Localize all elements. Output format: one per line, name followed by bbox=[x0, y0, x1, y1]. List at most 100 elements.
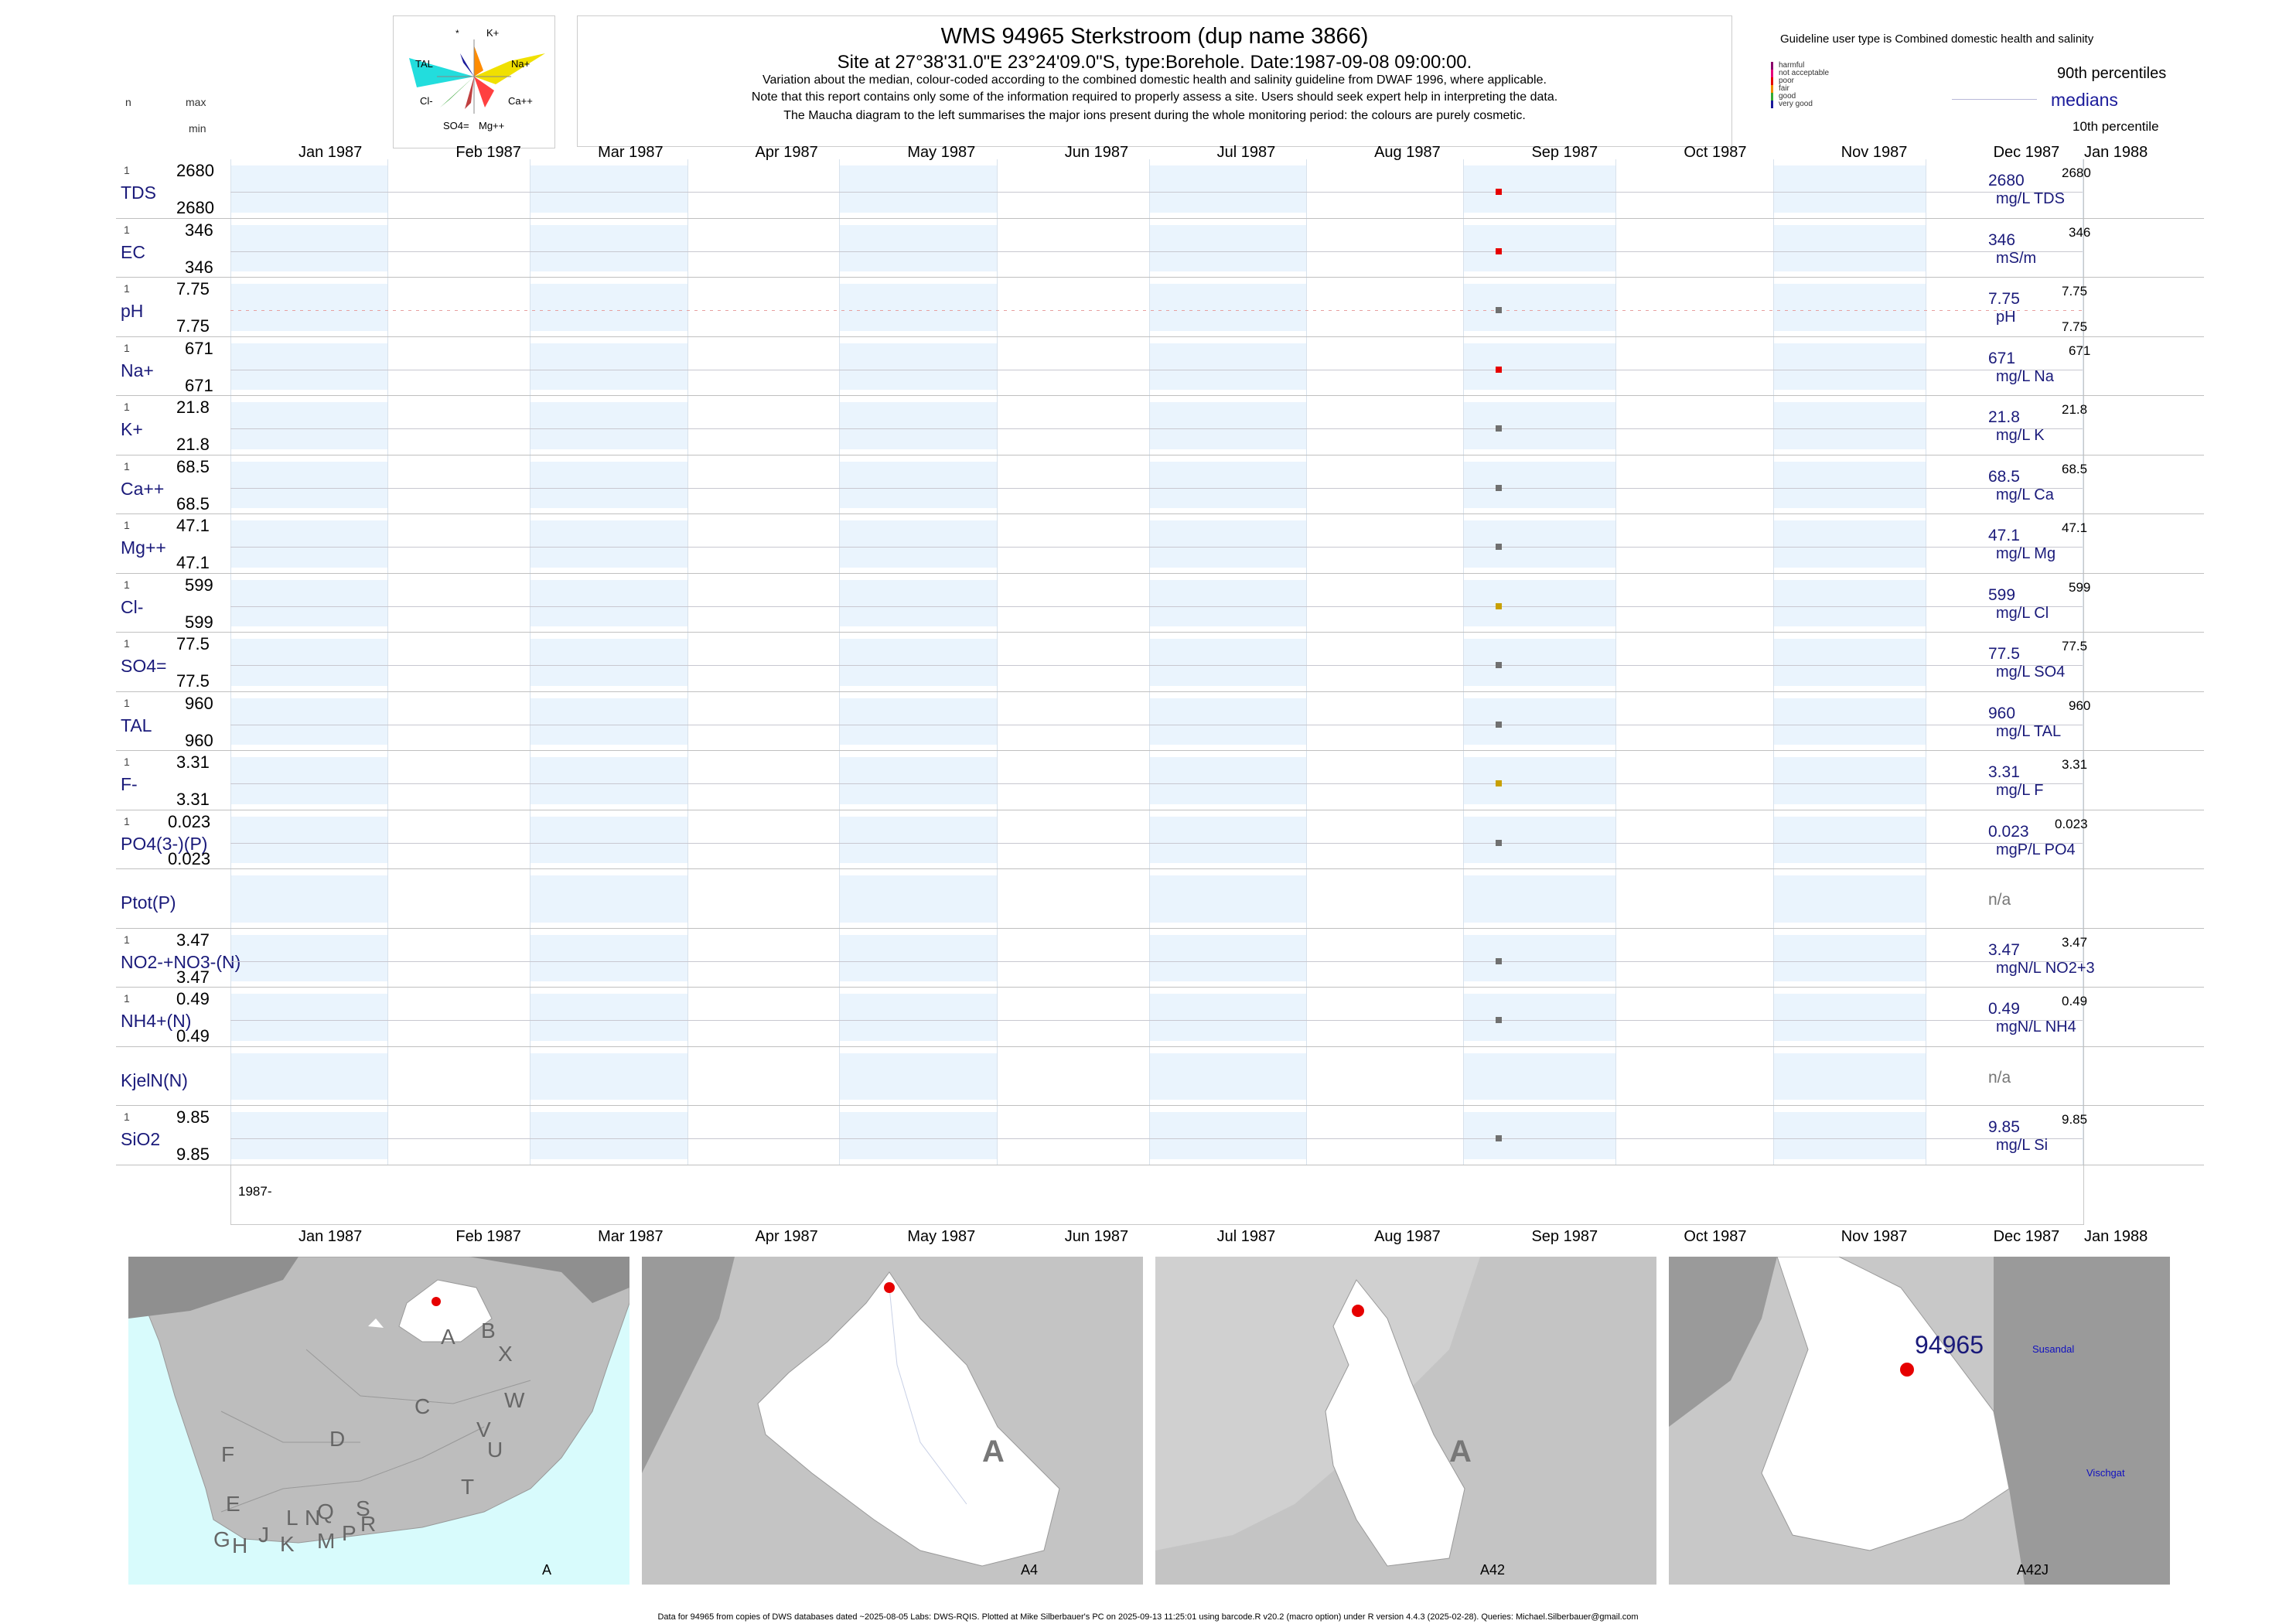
map4-caption: A42J bbox=[2017, 1562, 2049, 1578]
month-band bbox=[230, 165, 388, 213]
map1-region-label: N bbox=[305, 1506, 321, 1530]
unit-label: mg/L Na bbox=[1996, 367, 2054, 385]
min-value: 960 bbox=[185, 730, 213, 750]
month-band bbox=[1772, 875, 1926, 923]
map1-region-label: V bbox=[476, 1418, 491, 1441]
month-band bbox=[530, 461, 687, 508]
sample-point bbox=[1496, 247, 1503, 254]
row-separator bbox=[116, 868, 2204, 869]
map1-region-label: J bbox=[258, 1523, 269, 1547]
median-value: 3.31 bbox=[1988, 763, 2020, 781]
median-line bbox=[230, 842, 2083, 844]
max-value: 2680 bbox=[176, 161, 214, 180]
month-band bbox=[1772, 579, 1926, 626]
median-value: 7.75 bbox=[1988, 290, 2020, 308]
median-value: 2680 bbox=[1988, 172, 2025, 189]
guideline-swatch bbox=[1771, 93, 1773, 101]
median-value: 599 bbox=[1988, 585, 2016, 604]
month-gridline bbox=[996, 159, 998, 1165]
month-band bbox=[1463, 1053, 1616, 1100]
n-value: 1 bbox=[124, 519, 130, 531]
map1-region-label: D bbox=[329, 1427, 346, 1451]
row-separator bbox=[116, 1105, 2204, 1106]
min-value: 671 bbox=[185, 375, 213, 395]
unit-label: mg/L TAL bbox=[1996, 722, 2062, 740]
note-line-1: Variation about the median, colour-coded… bbox=[762, 73, 1547, 87]
month-band bbox=[230, 816, 388, 863]
median-line bbox=[230, 665, 2083, 666]
month-band bbox=[1463, 934, 1616, 981]
row-separator bbox=[116, 572, 2204, 574]
min-value: 0.49 bbox=[176, 1026, 210, 1046]
month-band bbox=[230, 520, 388, 568]
month-band bbox=[530, 343, 687, 390]
month-gridline bbox=[1306, 159, 1308, 1165]
median-value: n/a bbox=[1988, 1068, 2011, 1087]
x-tick-label: Jan 1988 bbox=[2084, 1228, 2148, 1245]
month-band bbox=[839, 934, 997, 981]
x-tick-label: Nov 1987 bbox=[1841, 144, 1908, 161]
month-band bbox=[1772, 698, 1926, 745]
month-band bbox=[530, 402, 687, 449]
row-separator bbox=[116, 1046, 2204, 1047]
guideline-level-label: good bbox=[1779, 92, 1796, 101]
guideline-level-label: not acceptable bbox=[1779, 69, 1830, 77]
median-value: 3.47 bbox=[1988, 940, 2020, 959]
month-band bbox=[530, 698, 687, 745]
guideline-title: Guideline user type is Combined domestic… bbox=[1780, 32, 2094, 46]
month-band bbox=[230, 343, 388, 390]
footer-credits: Data for 94965 from copies of DWS databa… bbox=[657, 1612, 1639, 1622]
x-tick-label: Jul 1987 bbox=[1216, 1228, 1276, 1245]
title-box: WMS 94965 Sterkstroom (dup name 3866) Si… bbox=[577, 15, 1732, 147]
month-gridline bbox=[530, 159, 531, 1165]
month-band bbox=[839, 579, 997, 626]
parameter-label: SO4= bbox=[121, 656, 167, 676]
max-column-label: max bbox=[186, 96, 206, 108]
n-value: 1 bbox=[124, 696, 130, 709]
month-band bbox=[530, 757, 687, 804]
row-separator bbox=[116, 513, 2204, 514]
min-value: 68.5 bbox=[176, 493, 210, 513]
month-band bbox=[1148, 757, 1307, 804]
month-band bbox=[1148, 224, 1307, 271]
p90-value: 3.31 bbox=[2062, 757, 2088, 772]
month-band bbox=[530, 934, 687, 981]
x-tick-label: Oct 1987 bbox=[1684, 1228, 1747, 1245]
month-band bbox=[839, 1112, 997, 1159]
sample-point bbox=[1496, 307, 1503, 313]
map1-region-label: R bbox=[360, 1512, 377, 1536]
x-tick-label: Jun 1987 bbox=[1064, 1228, 1129, 1245]
n-value: 1 bbox=[124, 814, 130, 827]
parameter-label: NO2-+NO3-(N) bbox=[121, 951, 241, 972]
maucha-label: Ca++ bbox=[508, 95, 533, 107]
max-value: 0.49 bbox=[176, 989, 210, 1008]
median-line bbox=[230, 1138, 2083, 1139]
month-band bbox=[1463, 875, 1616, 923]
min-value: 599 bbox=[185, 612, 213, 632]
min-value: 2680 bbox=[176, 198, 214, 217]
median-line bbox=[230, 428, 2083, 429]
p90-label: 90th percentiles bbox=[2057, 65, 2167, 82]
month-band bbox=[839, 165, 997, 213]
median-value: 68.5 bbox=[1988, 467, 2020, 486]
month-band bbox=[1148, 461, 1307, 508]
max-value: 68.5 bbox=[176, 456, 210, 476]
median-line bbox=[230, 251, 2083, 252]
month-gridline bbox=[687, 159, 688, 1165]
x-tick-label: Mar 1987 bbox=[598, 1228, 664, 1245]
barcode-chart: Jan 1987 Jan 1987 Feb 1987 Feb 1987 Mar 1987… bbox=[116, 144, 2204, 1245]
map2-region-letter: A bbox=[982, 1435, 1005, 1469]
month-band bbox=[1463, 461, 1616, 508]
month-band bbox=[530, 1112, 687, 1159]
month-band bbox=[530, 875, 687, 923]
row-separator bbox=[116, 632, 2204, 633]
median-value: 0.023 bbox=[1988, 822, 2029, 841]
month-band bbox=[1148, 875, 1307, 923]
month-band bbox=[1463, 1112, 1616, 1159]
month-band bbox=[530, 284, 687, 331]
parameter-label: PO4(3-)(P) bbox=[121, 833, 208, 854]
sample-point bbox=[1496, 602, 1503, 609]
month-band bbox=[1772, 343, 1926, 390]
n-value: 1 bbox=[124, 756, 130, 768]
p90-value: 0.023 bbox=[2055, 816, 2088, 831]
